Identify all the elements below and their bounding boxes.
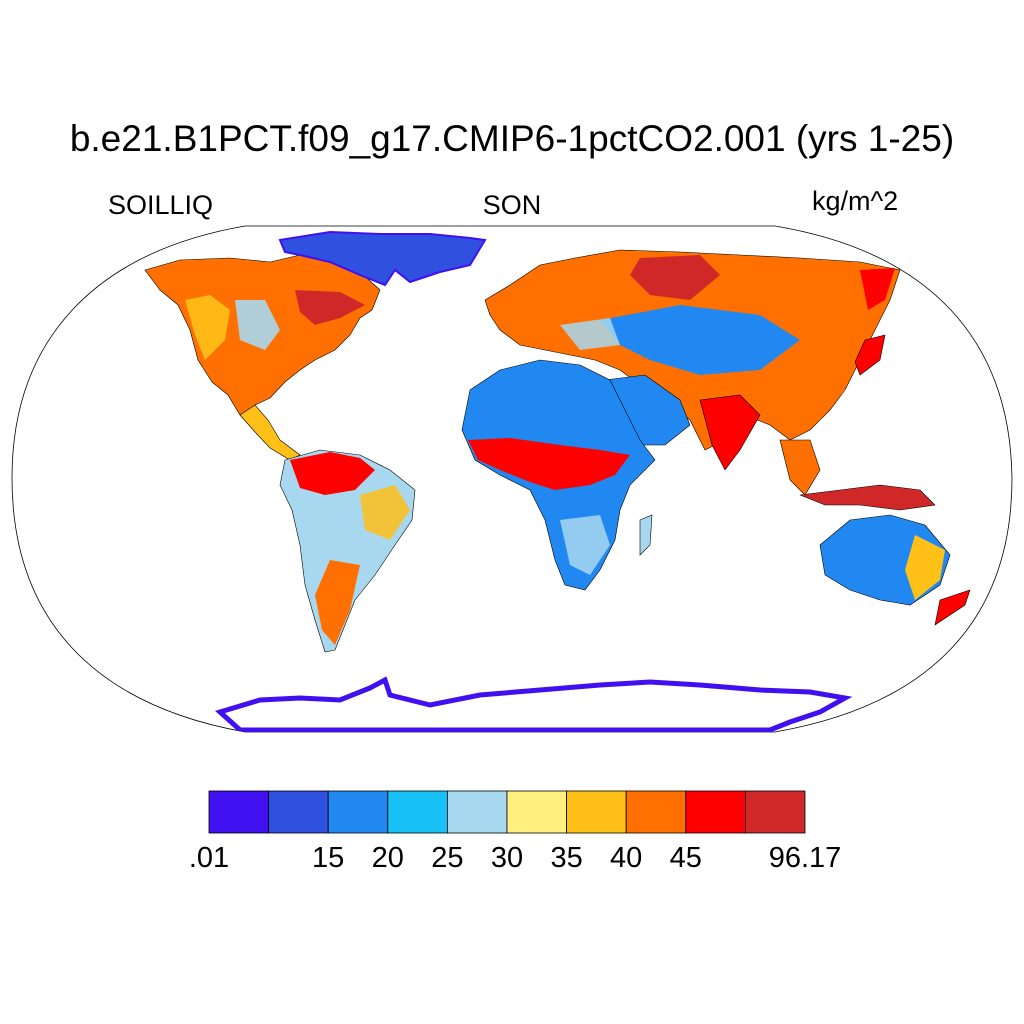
region-antarctica [215, 676, 853, 732]
colorbar-swatch [446, 790, 508, 834]
colorbar-tick-label: 45 [669, 842, 702, 874]
season-label: SON [482, 190, 542, 220]
colorbar-tick-label: 96.17 [768, 842, 842, 874]
region-central-america [239, 404, 301, 461]
region-siberia-red [630, 255, 720, 300]
colorbar-swatch [327, 790, 389, 834]
colorbar-swatch [566, 790, 627, 834]
colorbar-tick-label: 40 [610, 842, 643, 874]
region-kamchatka [860, 268, 895, 310]
colorbar-swatch [685, 790, 746, 834]
region-amazon [290, 452, 375, 495]
region-new-zealand [934, 589, 971, 626]
region-southeast-asia [779, 439, 821, 496]
colorbar-tick-label: 20 [371, 842, 404, 874]
region-australia-east [905, 535, 945, 600]
colorbar-tick-label: 30 [490, 842, 524, 874]
colorbar-tick-label: 35 [550, 842, 583, 874]
colorbar-swatch [745, 790, 806, 834]
colorbar-swatch [387, 790, 448, 834]
colorbar-tick-label: 15 [312, 842, 345, 874]
region-central-asia-light [560, 318, 620, 350]
units-label: kg/m^2 [812, 186, 899, 216]
region-central-asia [600, 305, 800, 375]
colorbar-tick-label: .01 [188, 842, 230, 874]
colorbar-tick-label: 25 [431, 842, 464, 874]
colorbar-swatch [625, 790, 687, 834]
colorbar-swatch [208, 790, 269, 834]
region-east-asia [760, 350, 845, 432]
region-canadian-east [295, 290, 365, 325]
colorbar-swatch [506, 790, 567, 834]
region-india [699, 394, 761, 471]
map-title: b.e21.B1PCT.f09_g17.CMIP6-1pctCO2.001 (y… [69, 118, 955, 159]
region-greenland [278, 230, 487, 287]
region-sahel [468, 438, 630, 490]
variable-label: SOILLIQ [108, 190, 214, 220]
region-north-america-plains [235, 300, 280, 350]
region-indonesia [799, 484, 936, 511]
region-south-america-south [315, 560, 360, 645]
colorbar-swatch [268, 790, 329, 834]
region-southern-africa [560, 515, 610, 575]
region-north-america-west [185, 295, 230, 360]
region-south-america-east [360, 485, 410, 540]
region-japan [854, 334, 886, 376]
region-madagascar [639, 514, 653, 556]
